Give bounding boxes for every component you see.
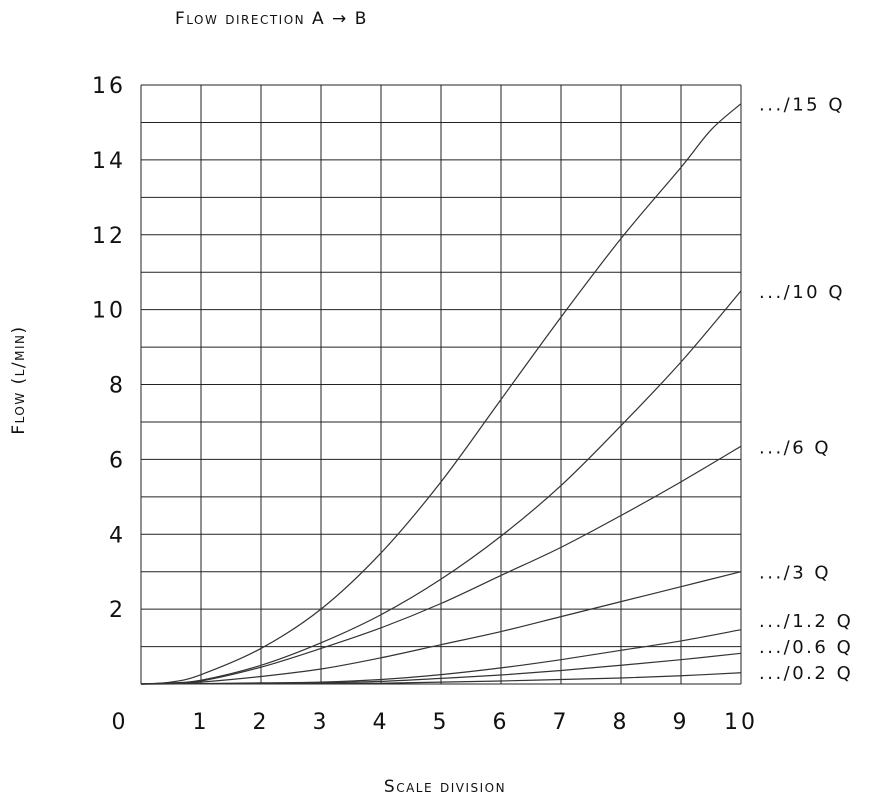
y-axis-label: Flow (l/min) [9,325,29,434]
y-tick-label: 10 [92,299,126,324]
series-label: .../6 Q [759,437,831,458]
flow-curve [140,571,742,685]
y-tick-label: 14 [92,149,126,174]
series-label: .../15 Q [759,95,845,116]
y-tick-labels: 2 4 6 8 10 12 14 16 [92,74,126,623]
x-tick-label: 7 [553,710,570,735]
y-tick-label: 6 [109,448,126,473]
y-tick-label: 16 [92,74,126,99]
flow-curves [140,103,742,685]
y-tick-label: 4 [109,523,126,548]
series-labels: .../15 Q .../10 Q .../6 Q .../3 Q .../1.2 Q.… [759,95,853,684]
flow-curve [140,103,742,685]
y-tick-label: 8 [109,374,126,399]
x-tick-label: 2 [253,710,270,735]
x-tick-label: 5 [433,710,450,735]
x-tick-labels: 0 1 2 3 4 5 6 7 8 9 10 [112,710,758,735]
flow-curve [140,290,742,685]
series-label: .../0.6 Q [759,637,853,658]
chart-title: Flow direction A → B [175,9,368,29]
x-axis-label: Scale division [384,777,506,797]
x-tick-label: 4 [373,710,390,735]
x-tick-label: 3 [313,710,330,735]
series-label: .../1.2 Q [759,611,853,632]
flow-curve [140,445,742,685]
x-tick-label: 10 [724,710,758,735]
x-tick-label: 8 [613,710,630,735]
flow-curve [140,672,742,685]
x-tick-label: 1 [193,710,210,735]
y-tick-label: 2 [109,598,126,623]
y-tick-label: 12 [92,224,126,249]
x-tick-label: 6 [493,710,510,735]
x-tick-label: 0 [112,710,129,735]
series-label: .../0.2 Q [759,663,853,684]
series-label: .../10 Q [759,282,845,303]
x-tick-label: 9 [673,710,690,735]
series-label: .../3 Q [759,563,831,584]
